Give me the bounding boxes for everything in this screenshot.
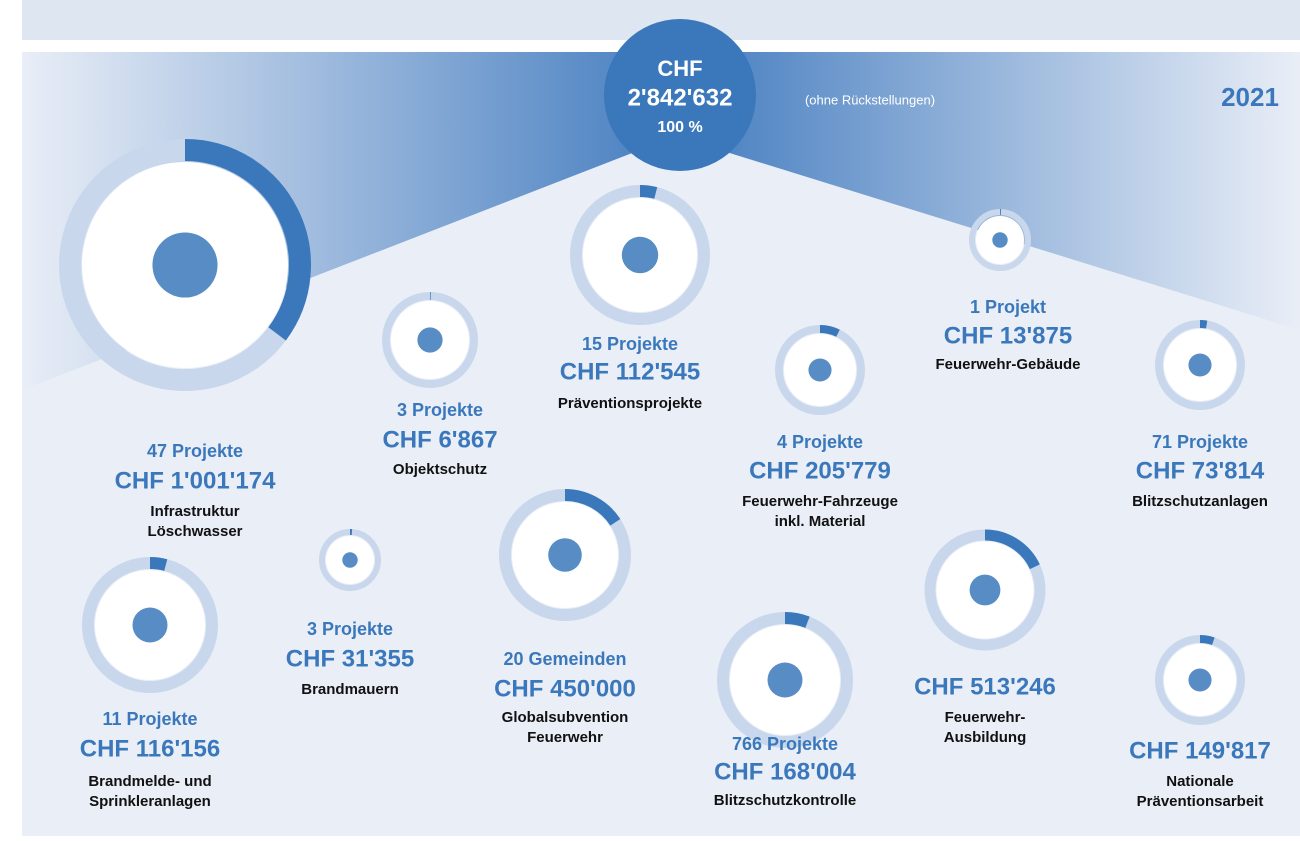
amount-label: CHF 13'875	[944, 322, 1072, 349]
amount-label: CHF 6'867	[382, 426, 497, 453]
icon	[992, 232, 1007, 247]
item-name: Feuerwehr-Gebäude	[935, 356, 1080, 373]
icon	[133, 608, 168, 643]
icon	[1188, 353, 1211, 376]
icon	[622, 237, 658, 273]
amount-label: CHF 1'001'174	[115, 467, 276, 494]
amount-label: CHF 513'246	[914, 673, 1056, 700]
ring-share	[150, 563, 166, 565]
icon	[970, 575, 1001, 606]
item-name: Blitzschutzanlagen	[1132, 493, 1268, 510]
item-name: Brandmauern	[301, 681, 399, 698]
amount-label: CHF 31'355	[286, 645, 414, 672]
infographic: CHF 2'842'632 100 % (ohne Rückstellungen…	[0, 0, 1300, 836]
count-label: 71 Projekte	[1152, 432, 1248, 452]
icon	[152, 232, 217, 297]
ring-share	[785, 618, 807, 622]
item-name: Feuerwehr-	[945, 709, 1026, 726]
item-name: Sprinkleranlagen	[89, 793, 211, 810]
currency: CHF	[657, 56, 702, 81]
count-label: 15 Projekte	[582, 334, 678, 354]
icon	[342, 552, 357, 567]
ring-share	[640, 191, 656, 193]
amount-label: CHF 450'000	[494, 675, 636, 702]
page: {"header": {"currency": "CHF", "total_la…	[0, 0, 1300, 836]
item-name: Brandmelde- und	[88, 773, 211, 790]
amount-label: CHF 116'156	[80, 735, 220, 762]
item-name: Präventionsprojekte	[558, 395, 702, 412]
icon	[808, 358, 831, 381]
amount-label: CHF 149'817	[1129, 737, 1271, 764]
item-name: Objektschutz	[393, 461, 487, 478]
year: 2021	[1221, 82, 1279, 112]
item-name: Feuerwehr-Fahrzeuge	[742, 493, 898, 510]
ring-share	[1200, 639, 1213, 641]
count-label: 11 Projekte	[102, 709, 197, 729]
ring-share	[1200, 324, 1207, 325]
item-name: Blitzschutzkontrolle	[714, 792, 857, 809]
item-name: Infrastruktur	[150, 503, 239, 520]
percent: 100 %	[657, 119, 702, 136]
icon	[1188, 668, 1211, 691]
icon	[768, 663, 803, 698]
amount-label: CHF 205'779	[749, 457, 891, 484]
count-label: 4 Projekte	[777, 432, 863, 452]
item-name: Präventionsarbeit	[1137, 793, 1264, 810]
item-name: Nationale	[1166, 773, 1234, 790]
amount-label: CHF 168'004	[714, 758, 856, 785]
count-label: 766 Projekte	[732, 734, 838, 754]
icon	[548, 538, 582, 572]
icon	[417, 327, 442, 352]
count-label: 3 Projekte	[397, 400, 483, 420]
total: 2'842'632	[628, 84, 733, 111]
amount-label: CHF 73'814	[1136, 457, 1265, 484]
item-name: inkl. Material	[775, 513, 866, 530]
amount-label: CHF 112'545	[560, 358, 700, 385]
item-name: Löschwasser	[147, 523, 242, 540]
count-label: 1 Projekt	[970, 297, 1046, 317]
count-label: 3 Projekte	[307, 619, 393, 639]
item-name: Ausbildung	[944, 729, 1027, 746]
item-name: Feuerwehr	[527, 729, 603, 746]
count-label: 47 Projekte	[147, 441, 243, 461]
ring-share	[820, 329, 838, 333]
count-label: 20 Gemeinden	[503, 649, 626, 669]
item-name: Globalsubvention	[502, 709, 629, 726]
note: (ohne Rückstellungen)	[805, 92, 935, 107]
